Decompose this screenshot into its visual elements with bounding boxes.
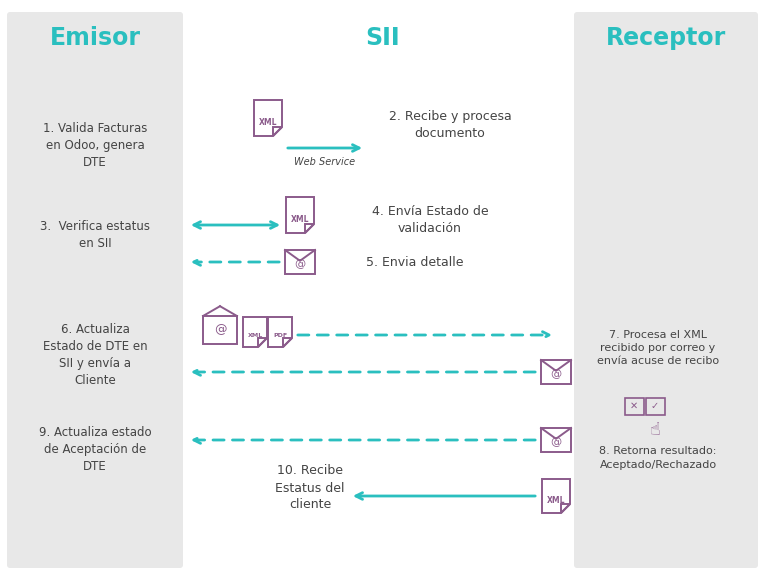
FancyBboxPatch shape (574, 12, 758, 568)
Text: XML: XML (291, 215, 310, 224)
Text: PDF: PDF (273, 333, 287, 338)
Text: XML: XML (547, 495, 565, 505)
Text: Web Service: Web Service (294, 157, 356, 167)
Text: XML: XML (259, 118, 277, 127)
Text: Emisor: Emisor (49, 26, 141, 50)
Text: 3.  Verifica estatus
en SII: 3. Verifica estatus en SII (40, 220, 150, 250)
Text: 5. Envia detalle: 5. Envia detalle (366, 256, 464, 269)
Text: 2. Recibe y procesa
documento: 2. Recibe y procesa documento (389, 110, 511, 140)
Text: 1. Valida Facturas
en Odoo, genera
DTE: 1. Valida Facturas en Odoo, genera DTE (43, 121, 147, 169)
FancyBboxPatch shape (7, 12, 183, 568)
Text: Receptor: Receptor (606, 26, 726, 50)
Text: ✕: ✕ (630, 401, 638, 411)
Text: @: @ (294, 259, 306, 269)
Text: 8. Retorna resultado:
Aceptado/Rechazado: 8. Retorna resultado: Aceptado/Rechazado (599, 447, 717, 470)
Text: 6. Actualiza
Estado de DTE en
SII y envía a
Cliente: 6. Actualiza Estado de DTE en SII y enví… (43, 323, 147, 387)
Text: 9. Actualiza estado
de Aceptación de
DTE: 9. Actualiza estado de Aceptación de DTE (38, 426, 151, 473)
Text: ✓: ✓ (651, 401, 659, 411)
Text: XML: XML (247, 333, 263, 338)
Text: 7. Procesa el XML
recibido por correo y
envía acuse de recibo: 7. Procesa el XML recibido por correo y … (597, 330, 719, 366)
Text: @: @ (214, 324, 227, 336)
Text: 4. Envía Estado de
validación: 4. Envía Estado de validación (372, 205, 488, 235)
Text: ☝: ☝ (650, 421, 660, 439)
Text: SII: SII (366, 26, 400, 50)
Text: @: @ (551, 369, 561, 379)
Text: 10. Recibe
Estatus del
cliente: 10. Recibe Estatus del cliente (275, 465, 345, 512)
Text: @: @ (551, 437, 561, 447)
